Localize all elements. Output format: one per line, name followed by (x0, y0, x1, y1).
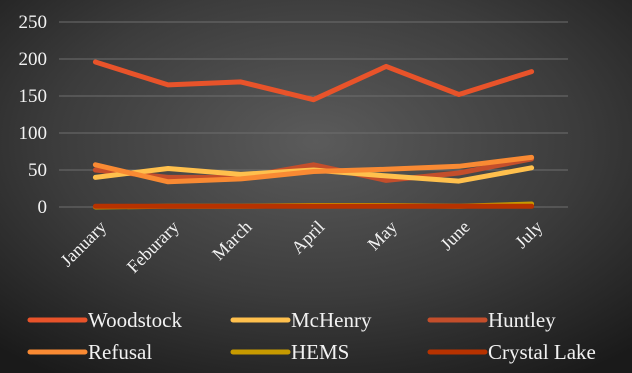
legend-label: Woodstock (88, 308, 182, 332)
series-lines (92, 59, 535, 210)
y-tick-label: 200 (19, 49, 48, 70)
y-tick-label: 250 (19, 12, 48, 33)
legend-label: Crystal Lake (488, 340, 596, 364)
legend-label: McHenry (291, 308, 372, 332)
legend-label: Refusal (88, 340, 152, 364)
legend-label: HEMS (291, 340, 349, 364)
series-line (92, 156, 535, 183)
legend-label: Huntley (488, 308, 556, 332)
y-axis-tick-labels: 0 50 100 150 200 250 (19, 12, 48, 218)
y-tick-label: 50 (28, 160, 47, 181)
series-line (92, 59, 535, 103)
y-tick-label: 150 (19, 86, 48, 107)
y-tick-label: 100 (19, 123, 48, 144)
y-tick-label: 0 (38, 197, 48, 218)
legend: Woodstock McHenry Huntley Refusal HEMS Crysta… (27, 308, 596, 364)
series-line (92, 154, 535, 185)
